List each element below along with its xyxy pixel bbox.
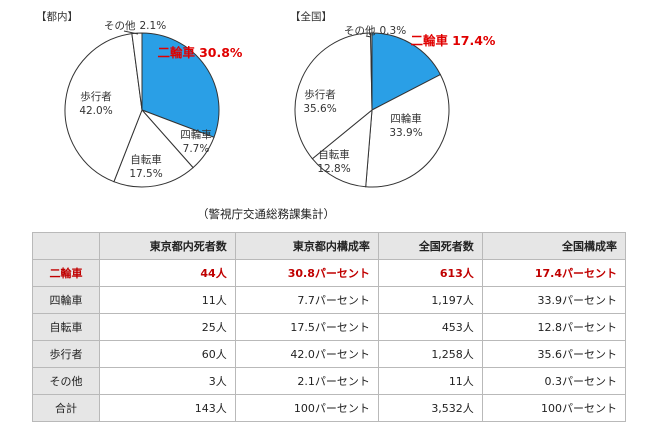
- row-label: その他: [32, 367, 100, 395]
- header-cell-tokyo-ratio: 東京都内構成率: [234, 232, 379, 260]
- table-cell: 11人: [99, 286, 236, 314]
- table-cell: 3人: [99, 367, 236, 395]
- slice-label-name: 四輪車: [180, 128, 212, 141]
- pie-slice: [365, 73, 450, 188]
- table-row: 自転車 25人 17.5パーセント 453人 12.8パーセント: [32, 313, 627, 341]
- table-row: 歩行者 60人 42.0パーセント 1,258人 35.6パーセント: [32, 340, 627, 368]
- table-row: 二輪車 44人 30.8パーセント 613人 17.4パーセント: [32, 259, 627, 287]
- pie-slice: [131, 32, 143, 111]
- table-cell: 30.8パーセント: [234, 259, 379, 287]
- table-cell: 7.7パーセント: [234, 286, 379, 314]
- slice-label-value: 30.8%: [199, 45, 243, 60]
- table-cell: 44人: [99, 259, 236, 287]
- slice-label-value: 17.4%: [452, 33, 496, 48]
- pie-title-national: 【全国】: [290, 11, 332, 23]
- table-cell: 11人: [377, 367, 483, 395]
- header-cell-tokyo-deaths: 東京都内死者数: [99, 232, 236, 260]
- leader-line: [123, 30, 139, 35]
- row-label: 二輪車: [32, 259, 100, 287]
- pie-chart-tokyo: 二輪車 30.8% 四輪車 7.7% 自転車 17.5% 歩行者 42.0% その他 2.1%: [64, 19, 243, 188]
- slice-label-name: 歩行者: [304, 88, 336, 101]
- pie-slice: [294, 32, 373, 160]
- table-cell: 100パーセント: [481, 394, 627, 422]
- slice-label: 二輪車 30.8%: [158, 45, 243, 60]
- table-cell: 3,532人: [377, 394, 483, 422]
- row-label: 歩行者: [32, 340, 100, 368]
- slice-label-name: 歩行者: [80, 90, 112, 103]
- row-label: 四輪車: [32, 286, 100, 314]
- pie-title-tokyo: 【都内】: [36, 11, 78, 23]
- slice-label-value: 2.1%: [140, 20, 167, 32]
- table-cell: 143人: [99, 394, 236, 422]
- table-cell: 17.5パーセント: [234, 313, 379, 341]
- table-cell: 42.0パーセント: [234, 340, 379, 368]
- fatalities-table: 東京都内死者数 東京都内構成率 全国死者数 全国構成率 二輪車 44人 30.8パー…: [32, 232, 627, 422]
- table-cell: 25人: [99, 313, 236, 341]
- slice-label-name: 四輪車: [390, 112, 422, 125]
- table-cell: 12.8パーセント: [481, 313, 627, 341]
- table-cell: 33.9パーセント: [481, 286, 627, 314]
- table-cell: 100パーセント: [234, 394, 379, 422]
- slice-label-value: 12.8%: [317, 163, 350, 175]
- table-cell: 613人: [377, 259, 483, 287]
- table-cell: 17.4パーセント: [481, 259, 627, 287]
- pie-slice: [311, 108, 373, 188]
- table-row: 合計 143人 100パーセント 3,532人 100パーセント: [32, 394, 627, 422]
- row-label: 自転車: [32, 313, 100, 341]
- slice-label-value: 0.3%: [380, 25, 407, 37]
- slice-label-name: 自転車: [130, 153, 162, 166]
- table-cell: 60人: [99, 340, 236, 368]
- table-cell: 1,258人: [377, 340, 483, 368]
- pie-slice: [371, 32, 442, 111]
- slice-label-value: 33.9%: [389, 127, 422, 139]
- table-cell: 1,197人: [377, 286, 483, 314]
- header-cell-category: [32, 232, 100, 260]
- table-cell: 2.1パーセント: [234, 367, 379, 395]
- row-label: 合計: [32, 394, 100, 422]
- pie-slice: [113, 109, 194, 188]
- slice-label-name: 二輪車: [411, 33, 449, 48]
- slice-label-name: 二輪車: [158, 45, 196, 60]
- table-cell: 35.6パーセント: [481, 340, 627, 368]
- slice-label-value: 17.5%: [129, 168, 162, 180]
- table-header-row: 東京都内死者数 東京都内構成率 全国死者数 全国構成率: [32, 232, 627, 260]
- slice-label: その他 2.1%: [104, 19, 166, 32]
- leader-line: [365, 35, 372, 38]
- header-cell-national-deaths: 全国死者数: [377, 232, 483, 260]
- slice-label: その他 0.3%: [344, 24, 406, 37]
- table-row: その他 3人 2.1パーセント 11人 0.3パーセント: [32, 367, 627, 395]
- slice-label-name: その他: [104, 19, 136, 32]
- slice-label-name: 自転車: [318, 148, 350, 161]
- table-cell: 453人: [377, 313, 483, 341]
- pie-slice: [370, 32, 373, 111]
- table-row: 四輪車 11人 7.7パーセント 1,197人 33.9パーセント: [32, 286, 627, 314]
- slice-label: 二輪車 17.4%: [411, 33, 496, 48]
- table-body: 二輪車 44人 30.8パーセント 613人 17.4パーセント 四輪車 11人 7.7パーセ…: [32, 259, 627, 422]
- pie-slice: [64, 33, 143, 183]
- header-cell-national-ratio: 全国構成率: [481, 232, 627, 260]
- slice-label-value: 7.7%: [183, 143, 210, 155]
- pie-chart-national: 二輪車 17.4% 四輪車 33.9% 自転車 12.8% 歩行者 35.6% その他 0.3%: [294, 24, 496, 188]
- pie-slice: [141, 32, 220, 138]
- data-source-note: （警視庁交通総務課集計）: [197, 207, 335, 221]
- slice-label-name: その他: [344, 24, 376, 37]
- slice-label-value: 42.0%: [79, 105, 112, 117]
- slice-label-value: 35.6%: [303, 103, 336, 115]
- table-cell: 0.3パーセント: [481, 367, 627, 395]
